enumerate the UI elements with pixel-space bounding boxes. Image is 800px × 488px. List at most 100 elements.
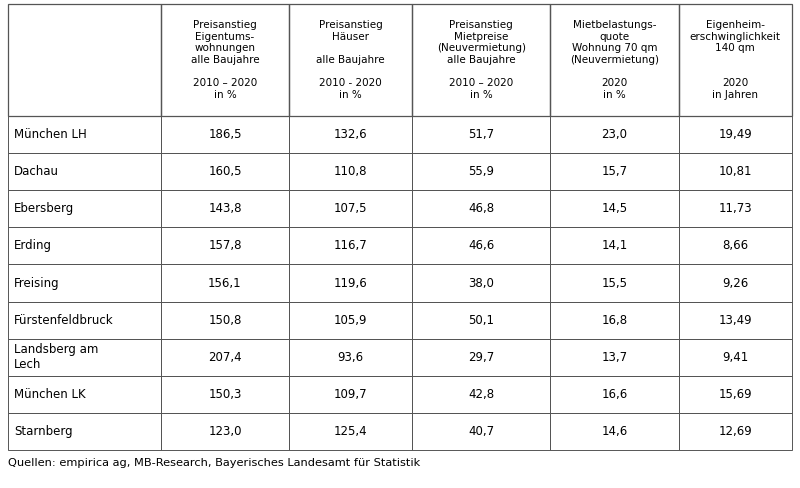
Bar xyxy=(161,339,289,376)
Text: Ebersberg: Ebersberg xyxy=(14,203,74,215)
Text: 11,73: 11,73 xyxy=(718,203,752,215)
Bar xyxy=(550,376,678,413)
Bar xyxy=(412,227,550,264)
Text: 125,4: 125,4 xyxy=(334,425,367,438)
Bar xyxy=(678,339,792,376)
Text: 14,6: 14,6 xyxy=(602,425,628,438)
Text: 9,26: 9,26 xyxy=(722,277,749,289)
Bar xyxy=(550,4,678,116)
Text: 132,6: 132,6 xyxy=(334,128,367,141)
Bar xyxy=(550,153,678,190)
Bar xyxy=(8,153,161,190)
Text: 105,9: 105,9 xyxy=(334,314,367,326)
Bar xyxy=(412,376,550,413)
Bar xyxy=(8,227,161,264)
Text: 116,7: 116,7 xyxy=(334,240,367,252)
Text: 119,6: 119,6 xyxy=(334,277,367,289)
Bar xyxy=(161,153,289,190)
Text: 123,0: 123,0 xyxy=(208,425,242,438)
Bar xyxy=(678,413,792,450)
Text: 19,49: 19,49 xyxy=(718,128,752,141)
Bar xyxy=(678,376,792,413)
Bar xyxy=(412,264,550,302)
Bar xyxy=(550,413,678,450)
Bar xyxy=(678,264,792,302)
Bar xyxy=(678,190,792,227)
Text: 207,4: 207,4 xyxy=(208,351,242,364)
Bar xyxy=(289,227,412,264)
Bar xyxy=(550,190,678,227)
Bar xyxy=(412,413,550,450)
Bar xyxy=(161,264,289,302)
Text: 93,6: 93,6 xyxy=(338,351,364,364)
Bar xyxy=(289,413,412,450)
Text: 160,5: 160,5 xyxy=(208,165,242,178)
Text: 55,9: 55,9 xyxy=(468,165,494,178)
Bar xyxy=(161,190,289,227)
Bar xyxy=(8,376,161,413)
Bar xyxy=(550,227,678,264)
Bar xyxy=(289,116,412,153)
Bar xyxy=(678,227,792,264)
Text: 46,6: 46,6 xyxy=(468,240,494,252)
Text: 150,8: 150,8 xyxy=(208,314,242,326)
Text: Quellen: empirica ag, MB-Research, Bayerisches Landesamt für Statistik: Quellen: empirica ag, MB-Research, Bayer… xyxy=(8,458,420,468)
Text: München LK: München LK xyxy=(14,388,86,401)
Text: 38,0: 38,0 xyxy=(469,277,494,289)
Text: Preisanstieg
Eigentums-
wohnungen
alle Baujahre

2010 – 2020
in %: Preisanstieg Eigentums- wohnungen alle B… xyxy=(190,20,259,100)
Text: 50,1: 50,1 xyxy=(468,314,494,326)
Bar xyxy=(412,153,550,190)
Text: 51,7: 51,7 xyxy=(468,128,494,141)
Text: 109,7: 109,7 xyxy=(334,388,367,401)
Text: 8,66: 8,66 xyxy=(722,240,748,252)
Text: 15,69: 15,69 xyxy=(718,388,752,401)
Text: 150,3: 150,3 xyxy=(208,388,242,401)
Text: 29,7: 29,7 xyxy=(468,351,494,364)
Bar xyxy=(289,302,412,339)
Text: Eigenheim-
erschwinglichkeit
140 qm


2020
in Jahren: Eigenheim- erschwinglichkeit 140 qm 2020… xyxy=(690,20,781,100)
Bar xyxy=(678,153,792,190)
Text: 46,8: 46,8 xyxy=(468,203,494,215)
Bar xyxy=(8,264,161,302)
Bar xyxy=(412,190,550,227)
Bar xyxy=(8,190,161,227)
Text: Starnberg: Starnberg xyxy=(14,425,73,438)
Bar xyxy=(550,116,678,153)
Bar xyxy=(161,116,289,153)
Text: 9,41: 9,41 xyxy=(722,351,749,364)
Text: 143,8: 143,8 xyxy=(208,203,242,215)
Bar xyxy=(412,116,550,153)
Text: 16,6: 16,6 xyxy=(602,388,628,401)
Bar xyxy=(161,227,289,264)
Bar xyxy=(289,190,412,227)
Text: 12,69: 12,69 xyxy=(718,425,752,438)
Bar xyxy=(678,302,792,339)
Bar xyxy=(678,4,792,116)
Text: Preisanstieg
Mietpreise
(Neuvermietung)
alle Baujahre

2010 – 2020
in %: Preisanstieg Mietpreise (Neuvermietung) … xyxy=(437,20,526,100)
Bar xyxy=(289,264,412,302)
Bar xyxy=(8,116,161,153)
Text: 107,5: 107,5 xyxy=(334,203,367,215)
Text: 42,8: 42,8 xyxy=(468,388,494,401)
Bar xyxy=(161,302,289,339)
Text: 186,5: 186,5 xyxy=(208,128,242,141)
Text: Preisanstieg
Häuser

alle Baujahre

2010 - 2020
in %: Preisanstieg Häuser alle Baujahre 2010 -… xyxy=(316,20,385,100)
Bar xyxy=(289,153,412,190)
Text: Freising: Freising xyxy=(14,277,60,289)
Bar xyxy=(289,4,412,116)
Text: Dachau: Dachau xyxy=(14,165,59,178)
Bar xyxy=(161,376,289,413)
Bar xyxy=(678,116,792,153)
Bar xyxy=(289,339,412,376)
Bar xyxy=(8,339,161,376)
Text: 15,5: 15,5 xyxy=(602,277,627,289)
Bar xyxy=(550,264,678,302)
Text: 10,81: 10,81 xyxy=(718,165,752,178)
Text: 40,7: 40,7 xyxy=(468,425,494,438)
Text: Erding: Erding xyxy=(14,240,52,252)
Bar xyxy=(161,4,289,116)
Text: 14,5: 14,5 xyxy=(602,203,627,215)
Text: Mietbelastungs-
quote
Wohnung 70 qm
(Neuvermietung)

2020
in %: Mietbelastungs- quote Wohnung 70 qm (Neu… xyxy=(570,20,659,100)
Bar xyxy=(8,4,161,116)
Bar xyxy=(8,302,161,339)
